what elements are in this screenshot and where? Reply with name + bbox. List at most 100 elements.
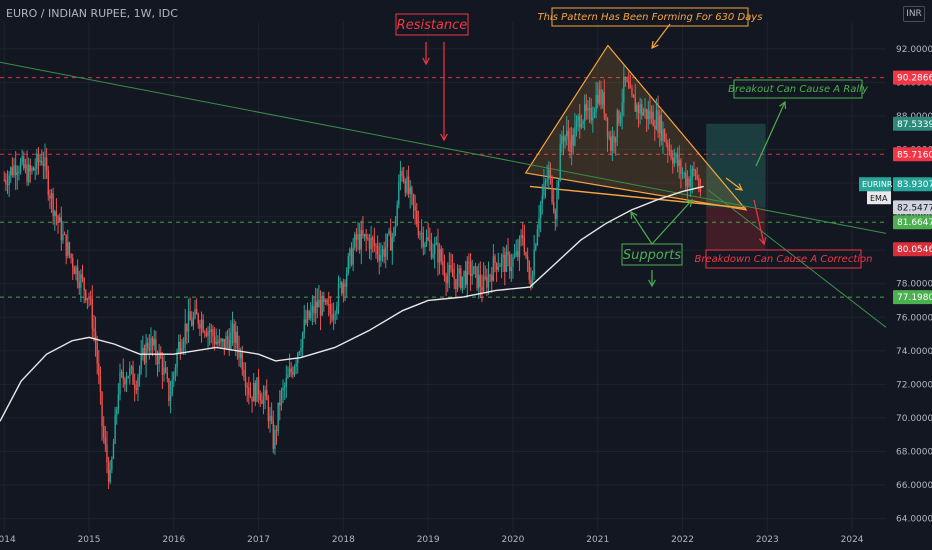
candle-body [616,110,618,138]
candle-body [566,130,568,137]
candle-body [536,229,539,246]
candle-body [8,175,10,186]
candle-body [316,301,318,308]
candle-body [116,409,118,415]
candle-body [45,157,48,171]
candle-body [538,218,540,230]
resistance-arrow-2-head [440,133,448,142]
candle-body [504,254,506,272]
candle-body [455,279,457,290]
candle-body [559,144,561,182]
candle-body [681,173,684,175]
candle-body [412,194,415,206]
x-tick-label: 2017 [247,535,270,545]
y-tick-label: 70.0000 [896,414,932,424]
candle-body [606,117,609,138]
candle-body [468,261,470,263]
candle-body [380,255,382,261]
candle-body [686,178,689,187]
candle-body [44,157,46,167]
candle-body [303,319,305,333]
candle-body [311,305,314,312]
candle-body [592,117,594,121]
resistance-label: Resistance [397,18,468,33]
candle-body [385,247,387,258]
candle-body [678,160,680,167]
candle-body [556,187,558,220]
candle-body [665,141,667,144]
candle-body [305,319,307,323]
candle-body [215,341,217,344]
candle-body [453,276,455,280]
candle-body [389,230,392,251]
candle-body [270,415,273,421]
candle-body [352,247,354,265]
candle-body [160,352,162,358]
candle-body [336,306,338,314]
candle-body [301,332,304,349]
candle-body [213,336,216,344]
candle-body [393,227,395,238]
candle-body [355,234,358,240]
candle-body [376,246,379,255]
candle-body [342,282,345,294]
breakdown-trendline [707,189,887,328]
candle-body [150,338,152,351]
candle-body [451,268,454,277]
candle-body [637,104,640,114]
candle-body [645,108,648,120]
candle-body [456,273,459,290]
candle-body [383,249,385,258]
candle-body [526,256,529,262]
candle-body [235,331,237,344]
candle-body [88,298,90,300]
candle-body [132,366,134,385]
symbol-title[interactable]: EURO / INDIAN RUPEE, 1W, IDC [6,7,178,20]
candle-body [34,168,36,171]
candle-body [463,270,465,277]
x-tick-label: 2019 [417,535,440,545]
candle-body [140,354,142,369]
candle-body [660,115,663,141]
candle-body [93,328,95,332]
candle-body [672,157,674,164]
candle-body [450,264,452,269]
candle-body [174,367,177,374]
y-tick-label: 72.0000 [896,380,932,390]
candle-body [117,394,120,410]
candle-body [78,282,80,289]
candle-body [435,242,438,245]
candle-body [135,388,138,391]
pattern-arrow-head [651,40,659,50]
candle-body [267,399,270,421]
candle-body [120,371,123,373]
candle-body [582,120,584,125]
candle-body [337,283,340,307]
currency-label[interactable]: INR [903,6,925,22]
candle-body [155,339,157,357]
candle-body [254,382,257,402]
breakdown-label: Breakdown Can Cause A Correction [695,254,873,265]
candle-body [667,143,669,150]
level-price-tag-box [893,70,932,85]
candle-body [259,394,261,400]
candle-body [628,81,630,88]
x-tick-label: 2020 [501,535,524,545]
candle-body [539,203,542,219]
candle-body [417,223,420,236]
candle-body [575,120,578,128]
candle-body [96,343,98,364]
candle-body [293,366,296,375]
candle-body [283,386,286,388]
x-tick-label: 2014 [0,535,16,545]
candle-body [266,390,268,400]
candle-body [546,179,548,182]
candle-body [264,390,266,396]
candle-body [347,256,349,274]
candle-body [345,273,348,287]
candle-body [153,339,155,346]
candle-body [461,276,464,289]
x-tick-label: 2018 [332,535,355,545]
candle-body [42,163,45,167]
